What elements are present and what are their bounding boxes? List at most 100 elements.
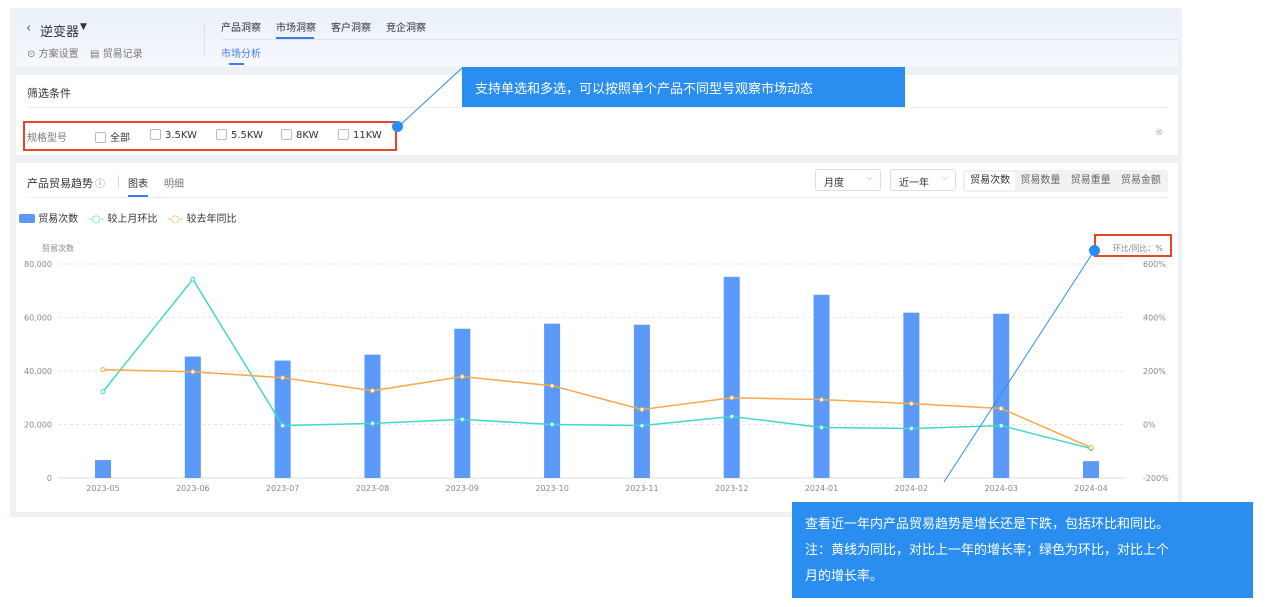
legend-yoy[interactable]: -○- 较去年同比 bbox=[167, 214, 237, 225]
data-point bbox=[639, 423, 645, 429]
y-tick-label: 60,000 bbox=[24, 314, 52, 323]
bar bbox=[1083, 461, 1099, 478]
callout-line: 注：黄线为同比，对比上一年的增长率；绿色为环比，对比上个 bbox=[805, 543, 1170, 558]
chart-legend: 贸易次数 -○- 较上月环比 -○- 较去年同比 bbox=[19, 210, 236, 225]
x-tick-label: 2023-07 bbox=[266, 484, 299, 493]
data-point bbox=[549, 383, 555, 389]
data-point bbox=[280, 375, 286, 381]
x-tick-label: 2024-02 bbox=[895, 484, 928, 493]
x-tick-label: 2024-01 bbox=[805, 484, 838, 493]
view-tab-indicator bbox=[128, 195, 148, 197]
chevron-down-icon: ⌵ bbox=[866, 173, 873, 183]
option-all[interactable]: 全部 bbox=[95, 129, 130, 144]
y-axis-title: 贸易次数 bbox=[42, 243, 74, 253]
x-tick-label: 2023-09 bbox=[446, 484, 479, 493]
divider bbox=[27, 107, 1167, 108]
metric-trade-amount[interactable]: 贸易金额 bbox=[1120, 175, 1161, 186]
data-point bbox=[549, 422, 555, 427]
filter-title: 筛选条件 bbox=[27, 87, 71, 100]
metric-trade-quantity[interactable]: 贸易数量 bbox=[1020, 175, 1061, 186]
data-point bbox=[190, 369, 196, 375]
x-tick-label: 2024-03 bbox=[984, 484, 1017, 493]
subtab-market-analysis[interactable]: 市场分析 bbox=[221, 49, 261, 60]
option-8kw[interactable]: 8KW bbox=[281, 129, 318, 141]
header-bar: ‹ 逆变器 ▼ ⊙ 方案设置 ▤ 贸易记录 产品洞察 市场洞察 客户洞察 竞企洞… bbox=[16, 12, 1178, 66]
callout-dot bbox=[392, 121, 403, 132]
tab-competitor[interactable]: 竞企洞察 bbox=[386, 23, 426, 34]
bar bbox=[813, 294, 830, 478]
x-tick-label: 2023-06 bbox=[176, 484, 209, 493]
divider bbox=[221, 39, 1178, 40]
bar bbox=[723, 276, 740, 478]
bar bbox=[364, 354, 381, 478]
product-title[interactable]: 逆变器 bbox=[40, 25, 80, 40]
legend-mom[interactable]: -○- 较上月环比 bbox=[88, 214, 158, 225]
x-tick-label: 2023-05 bbox=[86, 484, 119, 493]
series-line bbox=[102, 368, 1092, 449]
y-tick-label: 40,000 bbox=[24, 367, 52, 376]
caret-down-icon[interactable]: ▼ bbox=[80, 22, 87, 32]
data-point bbox=[459, 374, 465, 380]
y-tick-label: 20,000 bbox=[24, 421, 52, 430]
range-select[interactable]: 近一年 ⌵ bbox=[890, 169, 956, 191]
checkbox[interactable] bbox=[281, 129, 292, 140]
highlight-axis-unit bbox=[1094, 234, 1172, 257]
x-tick-label: 2023-10 bbox=[535, 484, 568, 493]
spec-label: 规格型号 bbox=[27, 133, 67, 144]
data-point bbox=[819, 424, 825, 430]
bar bbox=[274, 360, 291, 478]
clear-icon[interactable]: ⊗ bbox=[1155, 127, 1164, 138]
tab-customer[interactable]: 客户洞察 bbox=[331, 23, 371, 34]
tab-product[interactable]: 产品洞察 bbox=[221, 23, 261, 34]
records-link[interactable]: ▤ 贸易记录 bbox=[90, 49, 143, 60]
metric-toggle: 贸易次数 贸易数量 贸易重量 贸易金额 bbox=[963, 170, 1168, 192]
callout-line: 月的增长率。 bbox=[805, 569, 884, 584]
checkbox[interactable] bbox=[338, 129, 349, 140]
bar bbox=[903, 312, 920, 478]
bar bbox=[184, 356, 201, 478]
x-tick-label: 2024-04 bbox=[1074, 484, 1107, 493]
view-tab-detail[interactable]: 明细 bbox=[164, 179, 184, 190]
highlight-filter bbox=[23, 121, 397, 151]
data-point bbox=[459, 416, 465, 422]
option-11kw[interactable]: 11KW bbox=[338, 129, 382, 141]
settings-link[interactable]: ⊙ 方案设置 bbox=[27, 49, 79, 60]
checkbox[interactable] bbox=[150, 129, 161, 140]
bar bbox=[633, 324, 650, 478]
data-point bbox=[100, 389, 106, 395]
divider bbox=[27, 197, 1167, 198]
bar bbox=[993, 313, 1010, 478]
bar bbox=[544, 323, 561, 478]
view-tab-chart[interactable]: 图表 bbox=[128, 179, 148, 190]
y2-tick-label: 200% bbox=[1143, 367, 1166, 376]
y-tick-label: 0 bbox=[47, 474, 52, 483]
legend-swatch bbox=[19, 214, 35, 223]
data-point bbox=[369, 388, 375, 394]
metric-trade-weight[interactable]: 贸易重量 bbox=[1070, 175, 1111, 186]
legend-bar[interactable]: 贸易次数 bbox=[19, 210, 78, 225]
chevron-left-icon[interactable]: ‹ bbox=[26, 21, 32, 36]
period-select[interactable]: 月度 ⌵ bbox=[815, 169, 881, 191]
checkbox[interactable] bbox=[95, 132, 106, 143]
trend-title: 产品贸易趋势 bbox=[27, 177, 93, 190]
x-tick-label: 2023-11 bbox=[625, 484, 658, 493]
checkbox[interactable] bbox=[216, 129, 227, 140]
x-tick-label: 2023-08 bbox=[356, 484, 389, 493]
callout-dot bbox=[1089, 245, 1100, 256]
option-5-5kw[interactable]: 5.5KW bbox=[216, 129, 263, 141]
callout-line: 查看近一年内产品贸易趋势是增长还是下跌，包括环比和同比。 bbox=[805, 517, 1170, 532]
data-point bbox=[908, 426, 914, 432]
legend-line-circle-icon: -○- bbox=[88, 214, 105, 225]
tab-indicator bbox=[276, 37, 314, 39]
option-3-5kw[interactable]: 3.5KW bbox=[150, 129, 197, 141]
info-icon[interactable]: ⓘ bbox=[95, 179, 105, 190]
y2-axis-title: 环比/同比：% bbox=[1113, 243, 1164, 253]
settings-icon: ⊙ bbox=[27, 49, 36, 60]
y2-tick-label: 0% bbox=[1143, 421, 1156, 430]
metric-trade-count[interactable]: 贸易次数 bbox=[965, 172, 1016, 190]
data-point bbox=[729, 413, 735, 419]
tab-market[interactable]: 市场洞察 bbox=[276, 23, 316, 34]
data-point bbox=[998, 405, 1004, 411]
data-point bbox=[819, 397, 825, 403]
y2-tick-label: -200% bbox=[1143, 474, 1169, 483]
